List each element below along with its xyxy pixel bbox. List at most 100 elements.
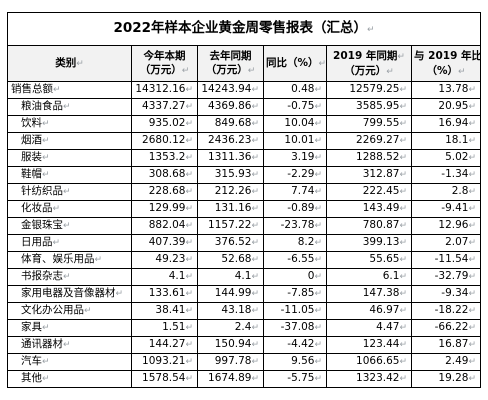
current-cell: 1353.2↵ — [131, 149, 198, 167]
vs2019-cell: -18.22↵ — [411, 302, 481, 320]
category-cell: 汽车↵ — [7, 353, 132, 371]
current-cell: 14312.16↵ — [131, 81, 198, 99]
report-sheet: 2022年样本企业黄金周零售报表（汇总）↵ 类别↵ 今年本期 （万元）↵ 去年同期… — [7, 12, 481, 388]
header-current: 今年本期 （万元）↵ — [131, 45, 198, 82]
y2019-cell: 143.49↵ — [326, 200, 412, 218]
category-cell: 服装↵ — [7, 149, 132, 167]
yoy-cell: -7.85↵ — [263, 285, 327, 303]
y2019-cell: 4.47↵ — [326, 319, 412, 337]
yoy-cell: -0.75↵ — [263, 98, 327, 116]
yoy-cell: -11.05↵ — [263, 302, 327, 320]
yoy-cell: -6.55↵ — [263, 251, 327, 269]
vs2019-cell: 5.02↵ — [411, 149, 481, 167]
last-cell: 144.99↵ — [197, 285, 264, 303]
vs2019-cell: 13.78↵ — [411, 81, 481, 99]
report-title: 2022年样本企业黄金周零售报表（汇总） — [113, 19, 368, 36]
last-cell: 1674.89↵ — [197, 370, 264, 388]
yoy-cell: 0.48↵ — [263, 81, 327, 99]
last-cell: 376.52↵ — [197, 234, 264, 252]
header-category: 类别↵ — [7, 45, 132, 82]
y2019-cell: 1066.65↵ — [326, 353, 412, 371]
vs2019-cell: -66.22↵ — [411, 319, 481, 337]
header-last-year: 去年同期 （万元）↵ — [197, 45, 264, 82]
table-row: 家用电器及音像器材↵ 133.61↵ 144.99↵ -7.85↵ 147.38↵ -9.… — [7, 285, 481, 303]
y2019-cell: 799.55↵ — [326, 115, 412, 133]
vs2019-cell: 18.1↵ — [411, 132, 481, 150]
category-cell: 文化办公用品↵ — [7, 302, 132, 320]
current-cell: 4337.27↵ — [131, 98, 198, 116]
category-cell: 金银珠宝↵ — [7, 217, 132, 235]
current-cell: 38.41↵ — [131, 302, 198, 320]
yoy-cell: -0.89↵ — [263, 200, 327, 218]
current-cell: 4.1↵ — [131, 268, 198, 286]
category-cell: 日用品↵ — [7, 234, 132, 252]
yoy-cell: -37.08↵ — [263, 319, 327, 337]
header-yoy: 同比（%）↵ — [263, 45, 327, 82]
last-cell: 150.94↵ — [197, 336, 264, 354]
yoy-cell: -23.78↵ — [263, 217, 327, 235]
vs2019-cell: 16.87↵ — [411, 336, 481, 354]
current-cell: 133.61↵ — [131, 285, 198, 303]
sales-report-table: 2022年样本企业黄金周零售报表（汇总）↵ 类别↵ 今年本期 （万元）↵ 去年同期… — [7, 12, 481, 388]
category-cell: 化妆品↵ — [7, 200, 132, 218]
yoy-cell: -4.42↵ — [263, 336, 327, 354]
table-row: 文化办公用品↵ 38.41↵ 43.18↵ -11.05↵ 46.97↵ -18.22↵ — [7, 302, 481, 320]
paragraph-mark: ↵ — [367, 24, 375, 35]
table-row: 针纺织品↵ 228.68↵ 212.26↵ 7.74↵ 222.45↵ 2.8↵ — [7, 183, 481, 201]
last-cell: 997.78↵ — [197, 353, 264, 371]
category-cell: 家具↵ — [7, 319, 132, 337]
current-cell: 2680.12↵ — [131, 132, 198, 150]
table-row: 汽车↵ 1093.21↵ 997.78↵ 9.56↵ 1066.65↵ 2.49↵ — [7, 353, 481, 371]
current-cell: 407.39↵ — [131, 234, 198, 252]
table-body: 销售总额↵ 14312.16↵ 14243.94↵ 0.48↵ 12579.25↵ 13.… — [7, 81, 481, 388]
vs2019-cell: 2.49↵ — [411, 353, 481, 371]
category-cell: 书报杂志↵ — [7, 268, 132, 286]
y2019-cell: 12579.25↵ — [326, 81, 412, 99]
vs2019-cell: 19.28↵ — [411, 370, 481, 388]
table-row: 书报杂志↵ 4.1↵ 4.1↵ 0↵ 6.1↵ -32.79↵ — [7, 268, 481, 286]
current-cell: 1578.54↵ — [131, 370, 198, 388]
current-cell: 144.27↵ — [131, 336, 198, 354]
last-cell: 1311.36↵ — [197, 149, 264, 167]
current-cell: 308.68↵ — [131, 166, 198, 184]
current-cell: 49.23↵ — [131, 251, 198, 269]
current-cell: 129.99↵ — [131, 200, 198, 218]
category-cell: 粮油食品↵ — [7, 98, 132, 116]
category-cell: 饮料↵ — [7, 115, 132, 133]
category-cell: 针纺织品↵ — [7, 183, 132, 201]
last-cell: 131.16↵ — [197, 200, 264, 218]
table-row: 金银珠宝↵ 882.04↵ 1157.22↵ -23.78↵ 780.87↵ 12.96↵ — [7, 217, 481, 235]
y2019-cell: 312.87↵ — [326, 166, 412, 184]
table-row: 服装↵ 1353.2↵ 1311.36↵ 3.19↵ 1288.52↵ 5.02↵ — [7, 149, 481, 167]
last-cell: 14243.94↵ — [197, 81, 264, 99]
table-row: 饮料↵ 935.02↵ 849.68↵ 10.04↵ 799.55↵ 16.94↵ — [7, 115, 481, 133]
table-row: 日用品↵ 407.39↵ 376.52↵ 8.2↵ 399.13↵ 2.07↵ — [7, 234, 481, 252]
header-row: 类别↵ 今年本期 （万元）↵ 去年同期 （万元）↵ 同比（%）↵ 2019 年同期↵… — [7, 45, 481, 82]
header-2019: 2019 年同期↵ （万元）↵ — [326, 45, 412, 82]
y2019-cell: 2269.27↵ — [326, 132, 412, 150]
last-cell: 52.68↵ — [197, 251, 264, 269]
yoy-cell: -2.29↵ — [263, 166, 327, 184]
category-cell: 其他↵ — [7, 370, 132, 388]
yoy-cell: -5.75↵ — [263, 370, 327, 388]
table-row: 销售总额↵ 14312.16↵ 14243.94↵ 0.48↵ 12579.25↵ 13.… — [7, 81, 481, 99]
last-cell: 2.4↵ — [197, 319, 264, 337]
current-cell: 1.51↵ — [131, 319, 198, 337]
table-row: 化妆品↵ 129.99↵ 131.16↵ -0.89↵ 143.49↵ -9.41↵ — [7, 200, 481, 218]
category-cell: 鞋帽↵ — [7, 166, 132, 184]
current-cell: 935.02↵ — [131, 115, 198, 133]
category-cell: 体育、娱乐用品↵ — [7, 251, 132, 269]
category-cell: 家用电器及音像器材↵ — [7, 285, 132, 303]
last-cell: 849.68↵ — [197, 115, 264, 133]
last-cell: 2436.23↵ — [197, 132, 264, 150]
yoy-cell: 9.56↵ — [263, 353, 327, 371]
y2019-cell: 1323.42↵ — [326, 370, 412, 388]
table-row: 其他↵ 1578.54↵ 1674.89↵ -5.75↵ 1323.42↵ 19.28↵ — [7, 370, 481, 388]
yoy-cell: 10.01↵ — [263, 132, 327, 150]
current-cell: 1093.21↵ — [131, 353, 198, 371]
last-cell: 212.26↵ — [197, 183, 264, 201]
vs2019-cell: 20.95↵ — [411, 98, 481, 116]
category-cell: 烟酒↵ — [7, 132, 132, 150]
vs2019-cell: 2.8↵ — [411, 183, 481, 201]
y2019-cell: 1288.52↵ — [326, 149, 412, 167]
